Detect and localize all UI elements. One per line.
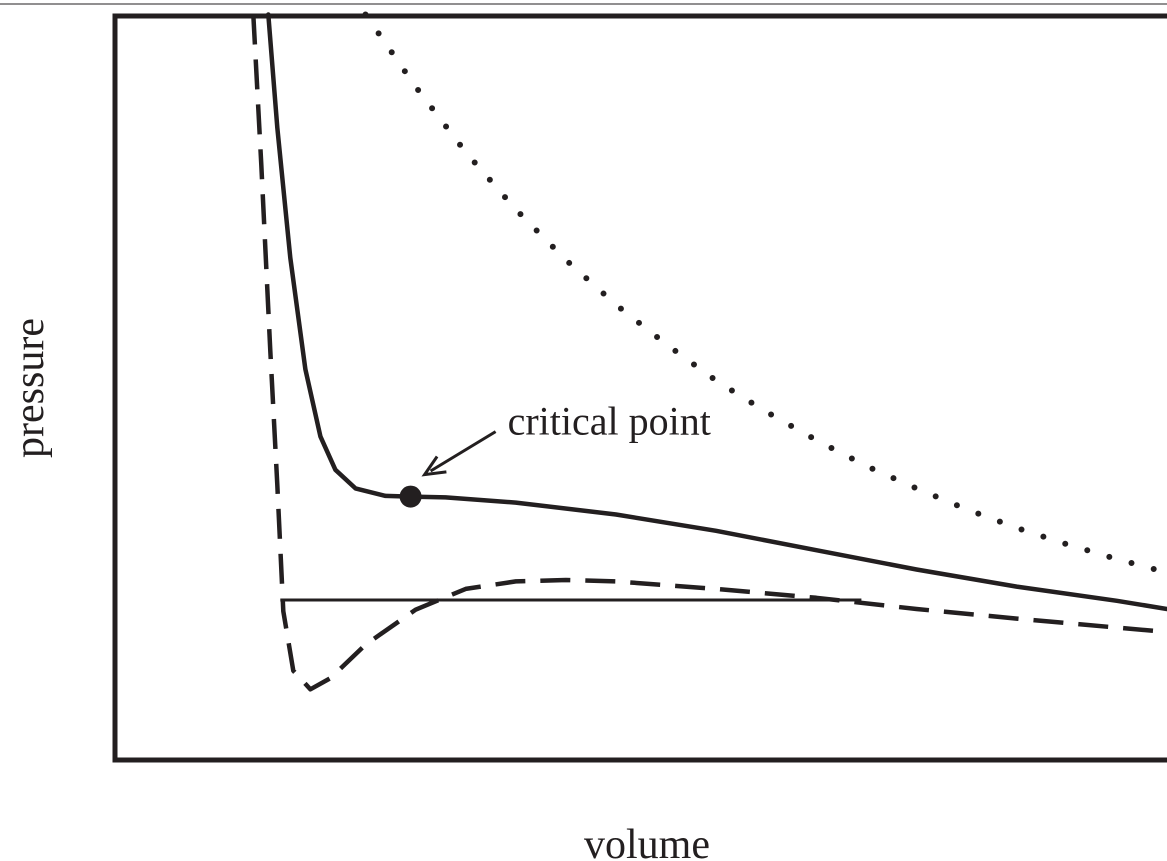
series-layer [251, 11, 1167, 692]
critical-point-label: critical point [508, 399, 711, 444]
series-solid-curve [266, 12, 1167, 612]
plot-frame [112, 13, 1167, 763]
series-dotted-curve [362, 11, 1167, 576]
critical-point-marker [399, 485, 422, 508]
marker-layer: critical point [399, 399, 711, 508]
y-axis-label: pressure [7, 318, 53, 458]
x-axis-label: volume [584, 822, 710, 861]
annotation-arrow-shaft [429, 430, 497, 473]
axes-frame [112, 13, 1167, 763]
annotation-arrow-head [421, 455, 447, 477]
series-dashed-curve [251, 14, 1167, 692]
